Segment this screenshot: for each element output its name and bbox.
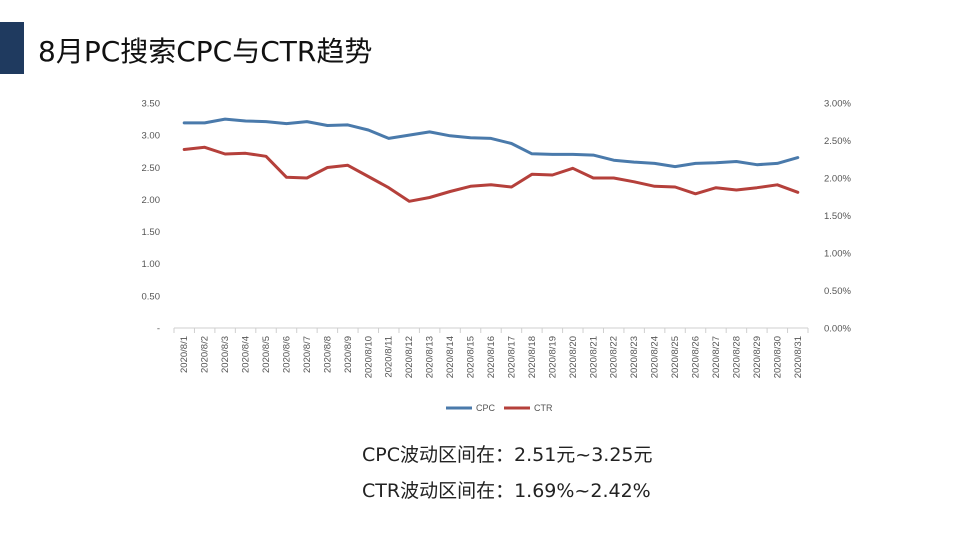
right-axis-tick-label: 3.00% (824, 99, 851, 110)
x-axis-tick-label: 2020/8/12 (404, 336, 415, 378)
series-lines (182, 117, 800, 203)
left-axis-ticks: - 0.50 1.00 1.50 2.00 2.50 3.00 3.50 (142, 99, 161, 335)
left-axis-tick-label: 1.50 (142, 227, 161, 238)
cpc-range-note: CPC波动区间在：2.51元~3.25元 (362, 444, 653, 466)
right-axis-tick-label: 2.50% (824, 136, 851, 147)
x-axis-tick-label: 2020/8/3 (220, 336, 231, 373)
right-axis-tick-label: 2.00% (824, 174, 851, 185)
x-axis-tick-label: 2020/8/25 (670, 336, 681, 378)
ctr-range-note: CTR波动区间在：1.69%~2.42% (362, 480, 651, 502)
x-axis-tick-label: 2020/8/23 (629, 336, 640, 378)
left-axis-tick-label: 1.00 (142, 259, 161, 270)
x-axis-tick-label: 2020/8/1 (179, 336, 190, 373)
legend-label-ctr: CTR (534, 403, 553, 413)
x-axis-tick-label: 2020/8/9 (343, 336, 354, 373)
x-axis-tick-label: 2020/8/27 (711, 336, 722, 378)
x-axis-tick-label: 2020/8/22 (609, 336, 620, 378)
chart-axes (173, 327, 809, 333)
left-axis-tick-label: 2.50 (142, 163, 161, 174)
x-axis-ticks: 2020/8/1 2020/8/2 2020/8/3 2020/8/4 2020/8/5… (179, 336, 804, 378)
x-axis-tick-label: 2020/8/28 (731, 336, 742, 378)
left-axis-tick-label: - (157, 324, 160, 335)
legend-label-cpc: CPC (476, 403, 496, 413)
left-axis-tick-label: 3.50 (142, 99, 161, 110)
right-axis-ticks: 0.00% 0.50% 1.00% 1.50% 2.00% 2.50% 3.00% (824, 99, 851, 335)
x-axis-tick-label: 2020/8/7 (302, 336, 313, 373)
x-axis-tick-label: 2020/8/19 (547, 336, 558, 378)
series-line-ctr (182, 145, 800, 203)
x-axis-tick-label: 2020/8/10 (363, 336, 374, 378)
x-axis-tick-label: 2020/8/8 (322, 336, 333, 373)
right-axis-tick-label: 1.50% (824, 211, 851, 222)
left-axis-tick-label: 2.00 (142, 195, 161, 206)
chart-legend: CPC CTR (446, 403, 553, 413)
x-axis-tick-label: 2020/8/29 (752, 336, 763, 378)
x-axis-tick-label: 2020/8/24 (650, 336, 661, 378)
x-axis-tick-label: 2020/8/6 (281, 336, 292, 373)
x-axis-tick-label: 2020/8/15 (466, 336, 477, 378)
x-axis-tick-label: 2020/8/11 (384, 336, 395, 378)
title-accent-bar (0, 22, 24, 74)
x-axis-tick-label: 2020/8/14 (445, 336, 456, 378)
left-axis-tick-label: 0.50 (142, 291, 161, 302)
x-axis-tick-label: 2020/8/20 (568, 336, 579, 378)
x-axis-tick-label: 2020/8/5 (261, 336, 272, 373)
x-axis-tick-label: 2020/8/26 (691, 336, 702, 378)
x-axis-tick-label: 2020/8/16 (486, 336, 497, 378)
page-title: 8月PC搜索CPC与CTR趋势 (38, 35, 373, 68)
x-axis-tick-label: 2020/8/31 (793, 336, 804, 378)
x-axis-tick-label: 2020/8/21 (588, 336, 599, 378)
x-axis-tick-label: 2020/8/13 (425, 336, 436, 378)
x-axis-tick-label: 2020/8/4 (241, 336, 252, 373)
right-axis-tick-label: 0.00% (824, 324, 851, 335)
x-axis-tick-label: 2020/8/18 (527, 336, 538, 378)
right-axis-tick-label: 1.00% (824, 249, 851, 260)
right-axis-tick-label: 0.50% (824, 286, 851, 297)
x-axis-tick-label: 2020/8/17 (506, 336, 517, 378)
x-axis-tick-label: 2020/8/30 (772, 336, 783, 378)
x-axis-tick-label: 2020/8/2 (200, 336, 211, 373)
series-line-cpc (182, 117, 800, 169)
left-axis-tick-label: 3.00 (142, 131, 161, 142)
